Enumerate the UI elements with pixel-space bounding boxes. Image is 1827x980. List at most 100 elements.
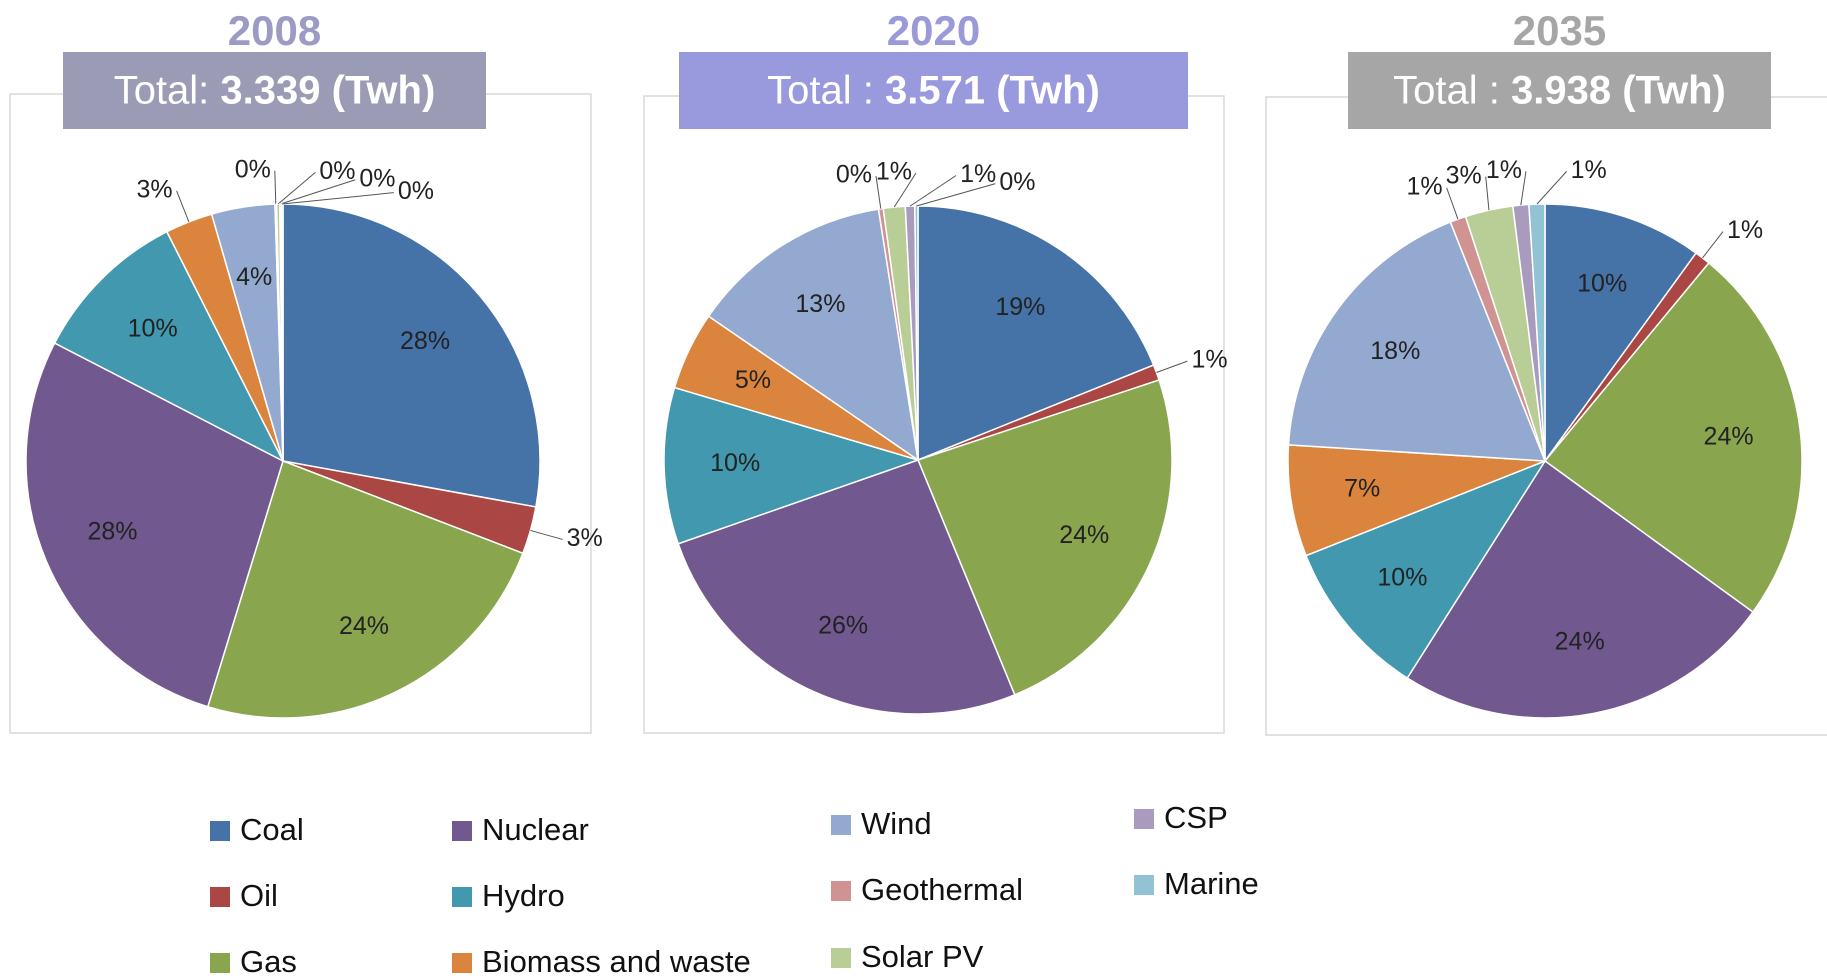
- pie-slice: [1287, 221, 1547, 462]
- slice-label: 5%: [735, 366, 771, 394]
- slice-label: 0%: [398, 177, 434, 205]
- pie-slice: [677, 459, 1016, 715]
- slice-label: 1%: [1406, 172, 1442, 200]
- leader-line: [1520, 171, 1527, 206]
- slice-label: 1%: [1191, 346, 1227, 374]
- slice-label: 19%: [995, 293, 1045, 321]
- header-box: [1348, 52, 1771, 129]
- legend-swatch: [1134, 875, 1154, 895]
- leader-line: [1536, 171, 1567, 205]
- legend-label: Coal: [240, 812, 304, 847]
- leader-line: [282, 192, 394, 205]
- pie-slice: [25, 342, 284, 708]
- slice-label: 1%: [1727, 216, 1763, 244]
- slice-label: 10%: [128, 314, 178, 342]
- legend-swatch: [831, 815, 851, 835]
- slice-label: 0%: [359, 164, 395, 192]
- legend-label: CSP: [1164, 800, 1228, 835]
- slice-label: 4%: [236, 263, 272, 291]
- year-title: 2008: [228, 7, 321, 54]
- slice-label: 3%: [567, 524, 603, 552]
- pie-slice: [1543, 261, 1803, 614]
- pie-slice: [53, 230, 285, 463]
- leader-line: [1446, 187, 1459, 220]
- legend-swatch: [831, 948, 851, 968]
- pie-slice: [1544, 203, 1698, 464]
- pie-slice: [1528, 203, 1546, 462]
- slice-label: 1%: [960, 160, 996, 188]
- leader-line: [875, 175, 882, 209]
- leader-line: [277, 172, 316, 205]
- slice-label: 10%: [1377, 564, 1427, 592]
- legend-swatch: [210, 821, 230, 841]
- leader-line: [280, 179, 356, 205]
- pie-slice: [282, 203, 541, 508]
- legend-label: Wind: [861, 806, 932, 841]
- pie-slice: [917, 205, 1155, 462]
- legend-label: Oil: [240, 878, 278, 913]
- leader-line: [916, 183, 996, 207]
- pie-slice: [1287, 444, 1546, 557]
- slice-label: 10%: [1577, 270, 1627, 298]
- slice-label: 24%: [1059, 521, 1109, 549]
- leader-line: [893, 172, 917, 208]
- leader-line: [176, 190, 190, 223]
- pie-slice: [1305, 459, 1547, 680]
- legend-swatch: [452, 821, 472, 841]
- header-text: Total : 3.571 (Twh): [767, 68, 1100, 112]
- header-text: Total : 3.938 (Twh): [1393, 68, 1726, 112]
- year-title: 2020: [887, 7, 980, 54]
- pie-slice: [1406, 459, 1754, 719]
- legend-label: Nuclear: [482, 812, 589, 847]
- legend-label: Solar PV: [861, 939, 984, 974]
- slice-label: 18%: [1370, 337, 1420, 365]
- slice-label: 0%: [235, 155, 271, 183]
- year-title: 2035: [1513, 7, 1606, 54]
- legend-label: Biomass and waste: [482, 944, 751, 979]
- legend-label: Geothermal: [861, 872, 1023, 907]
- slice-label: 1%: [1486, 156, 1522, 184]
- slice-label: 1%: [1571, 156, 1607, 184]
- legend-swatch: [210, 887, 230, 907]
- pie-slice: [917, 379, 1173, 696]
- legend-label: Marine: [1164, 866, 1259, 901]
- total-label: Total :: [767, 68, 874, 112]
- header-box: [63, 52, 486, 129]
- legend-swatch: [452, 953, 472, 973]
- total-label: Total :: [1393, 68, 1500, 112]
- legend-swatch: [1134, 809, 1154, 829]
- legend-label: Hydro: [482, 878, 565, 913]
- total-value: 3.339 (Twh): [220, 68, 435, 112]
- slice-label: 24%: [1704, 422, 1754, 450]
- legend-label: Gas: [240, 944, 297, 979]
- slice-label: 10%: [710, 449, 760, 477]
- total-label: Total:: [114, 68, 210, 112]
- slice-label: 7%: [1344, 475, 1380, 503]
- slice-label: 0%: [999, 168, 1035, 196]
- leader-line: [1485, 176, 1490, 211]
- leader-line: [1702, 231, 1724, 259]
- slice-label: 26%: [818, 611, 868, 639]
- slice-label: 3%: [136, 175, 172, 203]
- slice-label: 0%: [319, 157, 355, 185]
- leader-line: [530, 529, 563, 540]
- legend-swatch: [452, 887, 472, 907]
- leader-line: [274, 170, 277, 205]
- slice-label: 13%: [795, 290, 845, 318]
- slice-label: 0%: [836, 161, 872, 189]
- leader-line: [1156, 360, 1188, 373]
- total-value: 3.938 (Twh): [1511, 68, 1726, 112]
- slice-label: 24%: [339, 612, 389, 640]
- slice-label: 3%: [1446, 161, 1482, 189]
- pie-slice: [206, 460, 524, 719]
- slice-label: 1%: [876, 158, 912, 186]
- legend-swatch: [831, 881, 851, 901]
- pie-slice: [707, 208, 920, 462]
- slice-label: 28%: [87, 517, 137, 545]
- slice-label: 24%: [1555, 627, 1605, 655]
- leader-line: [909, 175, 957, 207]
- legend-swatch: [210, 953, 230, 973]
- pie-slice: [663, 386, 921, 545]
- header-text: Total: 3.339 (Twh): [114, 68, 436, 112]
